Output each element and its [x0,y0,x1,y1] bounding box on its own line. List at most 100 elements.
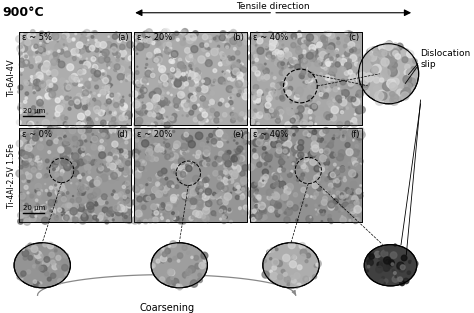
Circle shape [324,160,329,166]
Circle shape [47,126,53,132]
Circle shape [58,61,65,68]
Circle shape [64,159,66,161]
Circle shape [87,95,91,98]
Circle shape [164,136,168,140]
Circle shape [203,121,205,123]
Circle shape [277,143,283,149]
Circle shape [251,92,254,95]
Circle shape [36,110,41,114]
Circle shape [380,78,384,82]
Circle shape [301,70,306,75]
Circle shape [397,265,402,269]
Circle shape [135,210,142,217]
Circle shape [330,140,334,144]
Circle shape [155,95,158,98]
Circle shape [288,242,295,249]
Circle shape [335,62,340,67]
Circle shape [327,45,334,52]
Circle shape [38,208,40,210]
Circle shape [117,56,119,58]
Circle shape [58,41,65,48]
Circle shape [199,190,201,192]
Circle shape [268,32,273,37]
Circle shape [257,207,261,211]
Circle shape [255,189,258,192]
Circle shape [284,188,291,195]
Circle shape [409,83,412,87]
Circle shape [310,158,317,165]
Circle shape [56,43,59,47]
Circle shape [397,262,404,269]
Circle shape [171,153,178,160]
Circle shape [322,37,328,43]
Circle shape [204,200,206,201]
Circle shape [203,147,208,151]
Circle shape [203,78,210,85]
Circle shape [188,133,189,134]
Circle shape [164,82,168,86]
Circle shape [233,169,237,172]
Circle shape [406,69,413,76]
Circle shape [317,172,321,176]
Circle shape [222,153,230,161]
Circle shape [294,273,300,279]
Circle shape [203,150,210,156]
Circle shape [18,85,23,90]
Circle shape [341,155,344,157]
Circle shape [67,38,71,42]
Circle shape [92,98,96,101]
Circle shape [120,39,121,41]
Circle shape [183,38,185,40]
Circle shape [284,212,286,214]
Circle shape [312,130,317,135]
Circle shape [40,265,47,272]
Circle shape [155,43,159,47]
Circle shape [376,266,383,273]
Circle shape [319,51,327,59]
Circle shape [34,250,38,254]
Circle shape [195,154,200,159]
Circle shape [86,187,89,190]
Circle shape [257,122,259,125]
Circle shape [275,118,281,123]
Circle shape [21,141,24,144]
Circle shape [224,73,226,74]
Circle shape [284,156,289,161]
Circle shape [264,114,270,120]
Circle shape [206,158,210,162]
Circle shape [277,51,284,57]
Circle shape [20,60,22,62]
Circle shape [28,121,34,127]
Circle shape [126,214,128,216]
Circle shape [278,87,280,90]
Circle shape [44,257,50,262]
Circle shape [95,39,97,42]
Circle shape [310,56,315,61]
Circle shape [82,54,83,55]
Circle shape [58,50,60,52]
Circle shape [137,43,144,51]
Circle shape [29,80,36,85]
Circle shape [22,155,27,160]
Circle shape [228,34,231,37]
Circle shape [341,209,344,211]
Circle shape [145,111,148,114]
Circle shape [78,80,80,82]
Circle shape [272,55,275,59]
Circle shape [312,182,319,188]
Circle shape [41,65,49,72]
Circle shape [393,272,396,275]
Circle shape [262,94,264,95]
Circle shape [119,103,123,108]
Circle shape [82,93,84,96]
Circle shape [390,98,397,105]
Circle shape [340,193,343,196]
Circle shape [66,192,69,194]
Circle shape [19,150,25,156]
Circle shape [118,192,124,197]
Circle shape [138,165,144,171]
Circle shape [76,93,82,99]
Circle shape [100,73,106,79]
Circle shape [203,84,206,87]
Circle shape [157,54,162,59]
